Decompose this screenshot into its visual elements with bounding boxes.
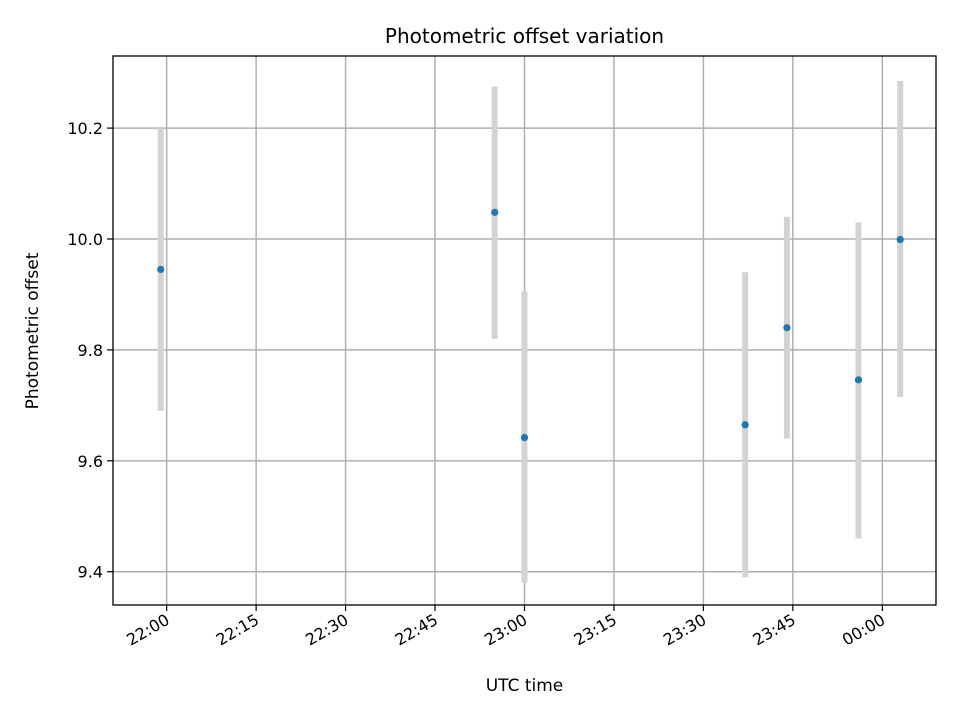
x-tick-label: 22:30: [302, 610, 351, 650]
data-point: [783, 324, 791, 332]
y-tick-label: 9.8: [78, 341, 103, 360]
data-point: [157, 265, 165, 274]
y-tick-label: 10.2: [67, 119, 103, 138]
y-axis-ticks: 9.4 9.6 9.8 10.0 10.2: [67, 119, 113, 582]
x-tick-label: 23:00: [481, 610, 530, 650]
x-tick-label: 00:00: [839, 610, 888, 650]
x-axis-label: UTC time: [486, 676, 564, 696]
x-axis-ticks: 22:00 22:15 22:30 22:45 23:00 23:15 23:30 23:45…: [123, 605, 888, 650]
x-tick-label: 23:45: [749, 610, 798, 650]
y-tick-label: 10.0: [67, 230, 103, 249]
data-point: [854, 376, 863, 384]
x-tick-label: 22:45: [392, 610, 441, 650]
error-bars: [157, 80, 904, 583]
data-points: [157, 208, 904, 442]
data-point: [741, 421, 749, 429]
y-axis-label: Photometric offset: [23, 252, 43, 409]
x-tick-label: 22:00: [123, 610, 172, 650]
x-tick-label: 23:15: [571, 610, 620, 650]
x-tick-label: 23:30: [660, 610, 709, 650]
y-tick-label: 9.6: [78, 452, 103, 471]
chart-title: Photometric offset variation: [385, 24, 664, 48]
x-tick-label: 22:15: [213, 610, 262, 650]
data-point: [520, 433, 529, 442]
data-point: [896, 235, 904, 244]
data-point: [491, 208, 499, 216]
y-tick-label: 9.4: [78, 563, 103, 582]
